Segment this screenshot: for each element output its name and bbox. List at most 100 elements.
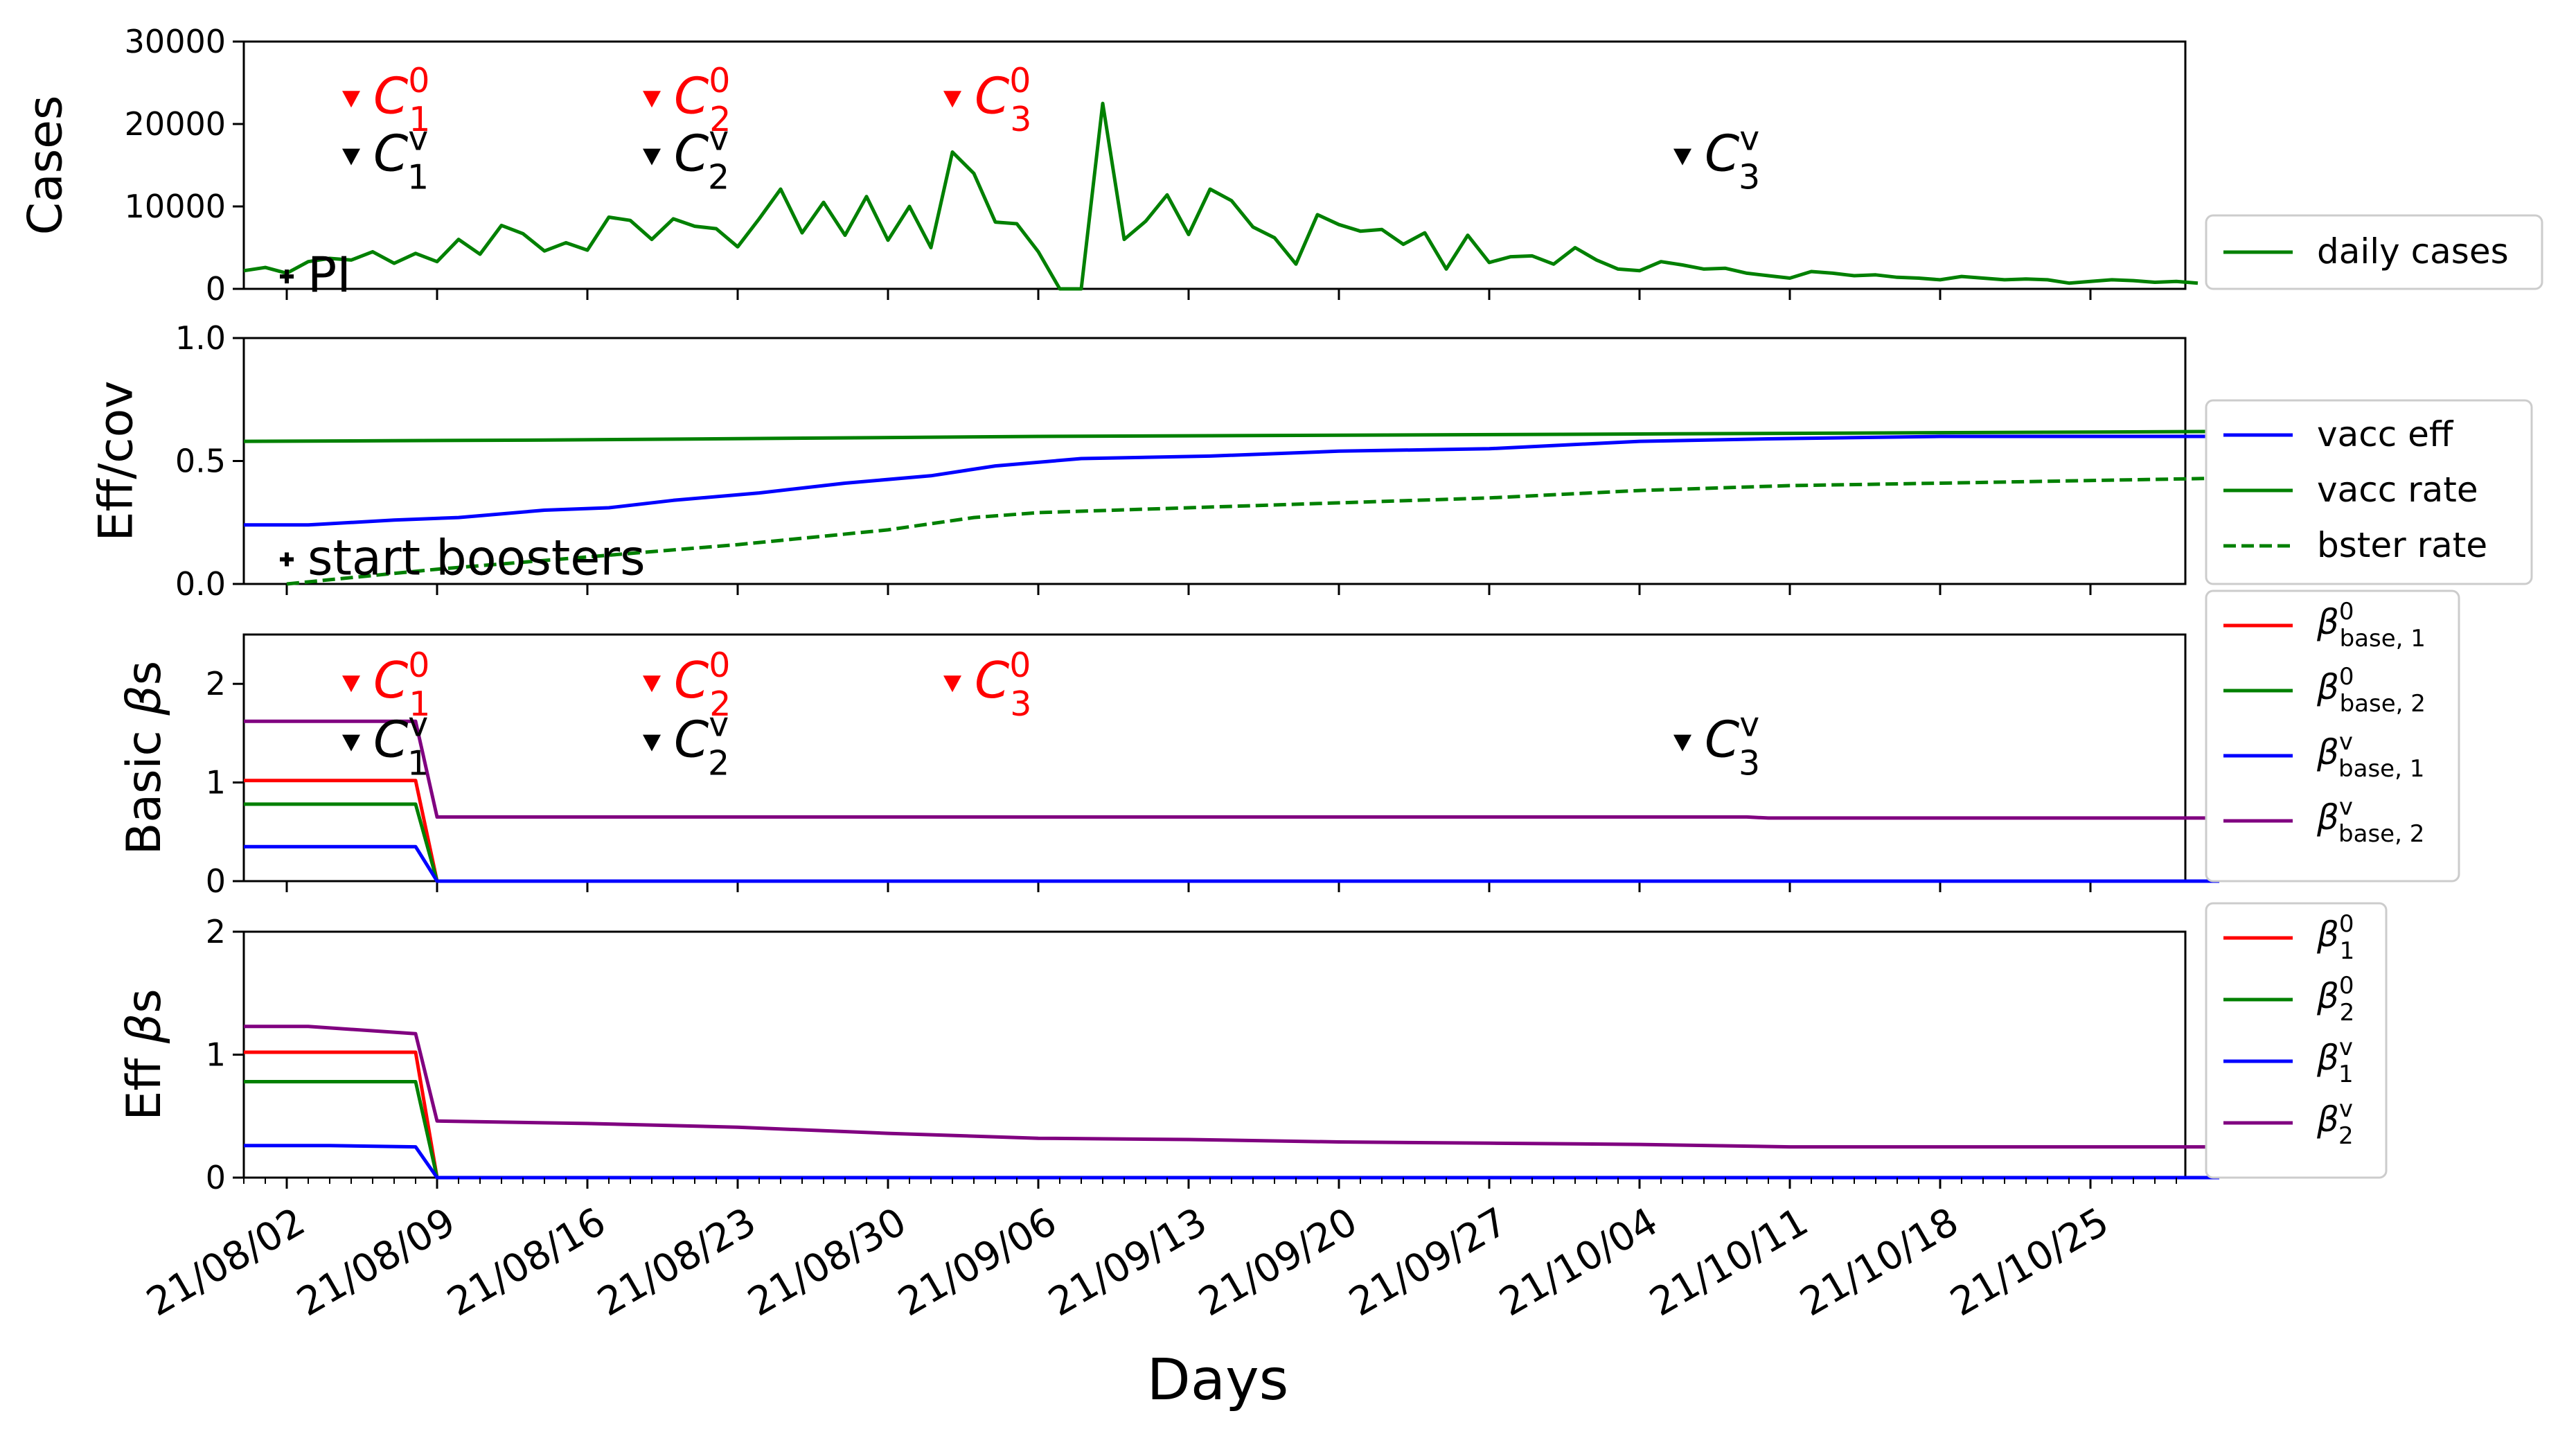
y-tick-label: 0 (206, 1159, 226, 1196)
legend-box-2 (2205, 399, 2533, 585)
math-subscript: base, 1 (2340, 625, 2426, 653)
math-superscript: 0 (709, 646, 730, 685)
triangle-down-marker (1673, 148, 1691, 166)
math-base: β (2316, 797, 2339, 837)
math-base: β (2316, 976, 2339, 1016)
math-base: C (674, 651, 709, 709)
y-tick-label: 2 (206, 913, 226, 950)
math-superscript: v (408, 118, 428, 158)
math-base: C (373, 125, 409, 183)
triangle-down-marker (342, 734, 360, 752)
triangle-down-marker (1673, 734, 1691, 752)
y-label-beta: β (117, 1013, 172, 1044)
math-base: β (2316, 732, 2339, 772)
math-subscript: 3 (1739, 744, 1760, 783)
y-tick-label: 20000 (125, 105, 226, 143)
math-subscript: 1 (409, 684, 430, 724)
series-line-3-1 (244, 779, 2219, 883)
y-tick-label: 0.5 (175, 443, 226, 480)
annotation-label: Cv 2 (674, 704, 729, 783)
legend-label: β0 base, 2 (2316, 663, 2426, 718)
triangle-down-marker (943, 91, 961, 108)
y-axis-label: Eff βs (117, 989, 172, 1120)
legend-label: vacc rate (2317, 470, 2478, 510)
math-subscript: 2 (708, 158, 729, 197)
math-base: C (1705, 125, 1740, 183)
math-base: C (373, 711, 409, 769)
legend-label: βv 2 (2316, 1095, 2354, 1150)
annotation-label: PI (308, 247, 351, 303)
math-subscript: 2 (709, 100, 731, 139)
math-superscript: v (2339, 1034, 2353, 1061)
plus-marker (280, 552, 294, 567)
series-line-3-3 (244, 844, 2219, 883)
y-label-beta: β (117, 685, 172, 716)
triangle-down-marker (643, 675, 661, 693)
math-subscript: base, 2 (2338, 820, 2424, 848)
annotation-label: C0 2 (674, 61, 731, 139)
annotation-label: Cv 3 (1705, 118, 1760, 197)
math-superscript: v (709, 704, 729, 744)
x-tick-label: 21/08/16 (440, 1199, 613, 1325)
x-tick-label: 21/10/18 (1793, 1199, 1966, 1325)
legend-box-4 (2205, 902, 2388, 1179)
math-superscript: v (1739, 118, 1759, 158)
legend-label: vacc eff (2317, 414, 2454, 454)
math-base: β (2316, 602, 2339, 642)
annotation-label: Cv 1 (373, 704, 429, 783)
axes-layer: 0100002000030000Cases0.00.51.0Eff/cov012… (19, 23, 2187, 1196)
series-line-4-2 (244, 1080, 2219, 1180)
math-base: C (975, 651, 1010, 709)
annotation-label: C0 3 (975, 646, 1031, 724)
annotation-label: C0 1 (373, 61, 430, 139)
math-base: β (2316, 1099, 2339, 1140)
x-tick-label: 21/09/20 (1191, 1199, 1365, 1325)
legend-label: β0 base, 1 (2316, 598, 2426, 653)
math-subscript: 2 (709, 684, 731, 724)
math-base: C (373, 67, 409, 125)
x-tick-label: 21/08/23 (590, 1199, 763, 1325)
math-superscript: 0 (709, 61, 730, 100)
legend-box-3 (2205, 589, 2460, 883)
y-label-text: Eff (117, 1043, 172, 1120)
math-superscript: 0 (1009, 646, 1031, 685)
y-label-text: s (117, 989, 172, 1013)
triangle-down-marker (342, 148, 360, 166)
math-subscript: 3 (1739, 158, 1760, 197)
series-line-3-4 (244, 719, 2219, 820)
math-superscript: 0 (408, 646, 429, 685)
math-subscript: 1 (2338, 1061, 2354, 1088)
x-tick-label: 21/10/11 (1642, 1199, 1815, 1325)
math-base: C (674, 125, 709, 183)
y-axis-label: Basic βs (117, 661, 172, 856)
series-line-1-1 (243, 101, 2199, 291)
math-superscript: 0 (2339, 972, 2354, 1000)
x-axis: 21/08/0221/08/0921/08/1621/08/2321/08/30… (139, 1178, 2177, 1325)
y-tick-label: 0 (206, 270, 226, 308)
x-tick-label: 21/08/30 (740, 1199, 914, 1325)
axes-frame-1 (242, 40, 2187, 290)
math-subscript: base, 2 (2340, 690, 2426, 718)
series-line-4-3 (244, 1144, 2219, 1180)
math-subscript: 2 (2338, 1122, 2354, 1150)
math-superscript: 0 (1009, 61, 1031, 100)
y-tick-label: 1 (206, 764, 226, 801)
x-tick-label: 21/09/13 (1041, 1199, 1214, 1325)
y-tick-label: 0 (206, 862, 226, 900)
x-tick-label: 21/08/02 (139, 1199, 312, 1325)
math-superscript: 0 (2339, 910, 2354, 938)
x-tick-label: 21/09/06 (891, 1199, 1064, 1325)
math-superscript: 0 (2339, 598, 2354, 626)
triangle-down-marker (342, 675, 360, 693)
triangle-down-marker (643, 148, 661, 166)
math-subscript: 1 (407, 158, 429, 197)
triangle-down-marker (643, 734, 661, 752)
triangle-down-marker (643, 91, 661, 108)
series-line-4-1 (244, 1050, 2219, 1180)
y-axis-label: Eff/cov (89, 381, 144, 542)
math-subscript: base, 1 (2338, 755, 2424, 783)
math-base: C (975, 67, 1010, 125)
